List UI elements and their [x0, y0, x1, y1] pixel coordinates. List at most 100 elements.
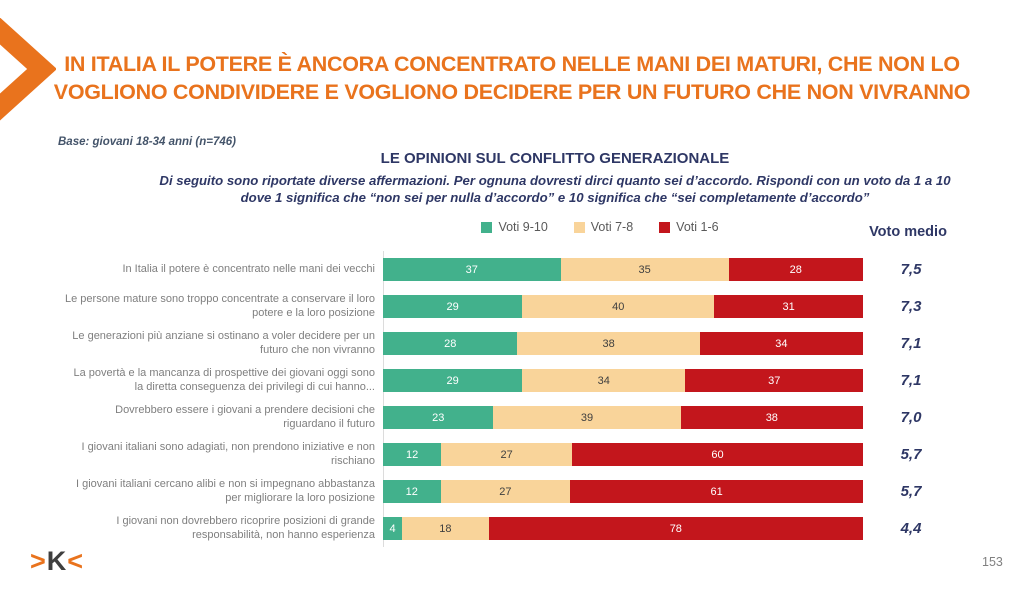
stacked-bar: 28 38 34 [383, 332, 864, 355]
mean-score-value: 7,0 [900, 409, 922, 426]
bar-segment-voti-9-10: 28 [383, 332, 518, 355]
stacked-bar: 12 27 60 [383, 443, 863, 466]
slide-accent-chevron [0, 18, 56, 126]
stacked-bar: 29 34 37 [383, 369, 863, 392]
bar-segment-voti-7-8: 38 [517, 332, 700, 355]
segment-value: 34 [775, 337, 788, 350]
category-label: I giovani non dovrebbero ricoprire posiz… [116, 514, 375, 541]
mean-score-value: 7,3 [900, 298, 922, 315]
sample-base-note: Base: giovani 18-34 anni (n=746) [58, 136, 236, 148]
legend-label: Voti 9-10 [498, 220, 548, 234]
segment-value: 12 [405, 448, 419, 461]
bar-segment-voti-9-10: 23 [383, 406, 494, 429]
bar-segment-voti-9-10: 12 [383, 443, 442, 466]
bar-segment-voti-7-8: 40 [522, 295, 715, 318]
bar-segment-voti-9-10: 37 [383, 258, 561, 281]
segment-value: 23 [432, 411, 445, 424]
bar-segment-voti-7-8: 34 [522, 369, 686, 392]
chart-row: Dovrebbero essere i giovani a prendere d… [65, 399, 975, 436]
chart-axis-line [383, 251, 384, 547]
bar-segment-voti-1-6: 61 [570, 480, 863, 503]
bar-segment-voti-7-8: 27 [440, 480, 571, 503]
stacked-bar: 4 18 78 [383, 517, 864, 540]
segment-value: 39 [580, 411, 594, 424]
mean-score-value: 5,7 [900, 446, 922, 463]
bar-segment-voti-1-6: 60 [572, 443, 863, 466]
category-label: Le generazioni più anziane si ostinano a… [72, 329, 375, 356]
category-label: I giovani italiani cercano alibi e non s… [75, 477, 375, 504]
chart-row: In Italia il potere è concentrato nelle … [65, 251, 975, 288]
category-label: I giovani italiani sono adagiati, non pr… [81, 440, 375, 467]
chart-row: I giovani italiani cercano alibi e non s… [65, 473, 975, 510]
page-number: 153 [982, 555, 1003, 569]
bar-segment-voti-1-6: 31 [714, 295, 863, 318]
segment-value: 29 [446, 300, 459, 313]
segment-value: 28 [789, 263, 802, 276]
chart-row: Le generazioni più anziane si ostinano a… [65, 325, 975, 362]
legend-swatch-red [659, 221, 671, 233]
bar-segment-voti-7-8: 35 [560, 258, 729, 281]
segment-value: 12 [405, 485, 418, 498]
bar-segment-voti-1-6: 38 [680, 406, 864, 429]
chart-row: I giovani non dovrebbero ricoprire posiz… [65, 510, 975, 547]
segment-value: 31 [782, 300, 795, 313]
chart-legend: Voti 9-10 Voti 7-8 Voti 1-6 [300, 220, 900, 234]
chart-title: LE OPINIONI SUL CONFLITTO GENERAZIONALE [380, 150, 730, 167]
bar-segment-voti-1-6: 37 [685, 369, 863, 392]
segment-value: 18 [439, 522, 452, 535]
mean-score-value: 7,1 [900, 372, 922, 389]
bar-segment-voti-9-10: 4 [383, 517, 403, 540]
legend-item-voti-1-6: Voti 1-6 [659, 220, 719, 234]
category-label: La povertà e la mancanza di prospettive … [73, 366, 375, 393]
legend-item-voti-9-10: Voti 9-10 [481, 220, 548, 234]
slide-title: IN ITALIA IL POTERE È ANCORA CONCENTRATO… [53, 52, 971, 105]
segment-value: 29 [446, 374, 459, 387]
bar-segment-voti-9-10: 12 [383, 480, 441, 503]
stacked-bar: 37 35 28 [383, 258, 863, 281]
segment-value: 38 [602, 337, 615, 350]
segment-value: 27 [500, 448, 513, 461]
company-logo: >K< [30, 546, 84, 577]
legend-label: Voti 1-6 [676, 220, 719, 234]
logo-left-chevron-icon: > [30, 546, 47, 576]
bar-segment-voti-7-8: 18 [402, 517, 489, 540]
segment-value: 35 [638, 263, 651, 276]
legend-item-voti-7-8: Voti 7-8 [573, 220, 634, 234]
segment-value: 34 [597, 374, 610, 387]
chart-subtitle: Di seguito sono riportate diverse afferm… [159, 173, 951, 206]
segment-value: 28 [444, 337, 457, 350]
segment-value: 37 [465, 263, 478, 276]
stacked-bar: 29 40 31 [383, 295, 863, 318]
mean-score-value: 5,7 [900, 483, 922, 500]
category-label: Dovrebbero essere i giovani a prendere d… [115, 403, 375, 430]
stacked-bar: 23 39 38 [383, 406, 864, 429]
chart-row: La povertà e la mancanza di prospettive … [65, 362, 975, 399]
legend-swatch-green [481, 221, 493, 233]
bar-segment-voti-9-10: 29 [383, 369, 523, 392]
category-label: In Italia il potere è concentrato nelle … [122, 262, 375, 275]
segment-value: 38 [765, 411, 778, 424]
mean-score-value: 4,4 [900, 520, 922, 537]
legend-label: Voti 7-8 [590, 220, 634, 234]
bar-segment-voti-7-8: 39 [493, 406, 681, 429]
logo-letter: K [46, 546, 68, 576]
segment-value: 78 [669, 522, 682, 535]
segment-value: 4 [389, 522, 396, 535]
chart-row: I giovani italiani sono adagiati, non pr… [65, 436, 975, 473]
segment-value: 27 [499, 485, 512, 498]
segment-value: 37 [768, 374, 781, 387]
chart-row: Le persone mature sono troppo concentrat… [65, 288, 975, 325]
segment-value: 40 [612, 300, 625, 313]
stacked-bar-chart: In Italia il potere è concentrato nelle … [65, 251, 975, 547]
chevron-right-icon [0, 18, 56, 121]
segment-value: 60 [711, 448, 724, 461]
segment-value: 61 [710, 485, 723, 498]
bar-segment-voti-1-6: 78 [488, 517, 864, 540]
category-label: Le persone mature sono troppo concentrat… [65, 292, 376, 319]
mean-score-value: 7,1 [900, 335, 922, 352]
mean-score-header: Voto medio [869, 224, 947, 240]
bar-segment-voti-7-8: 27 [441, 443, 573, 466]
legend-swatch-peach [573, 221, 585, 233]
stacked-bar: 12 27 61 [383, 480, 863, 503]
logo-right-chevron-icon: < [67, 546, 85, 576]
